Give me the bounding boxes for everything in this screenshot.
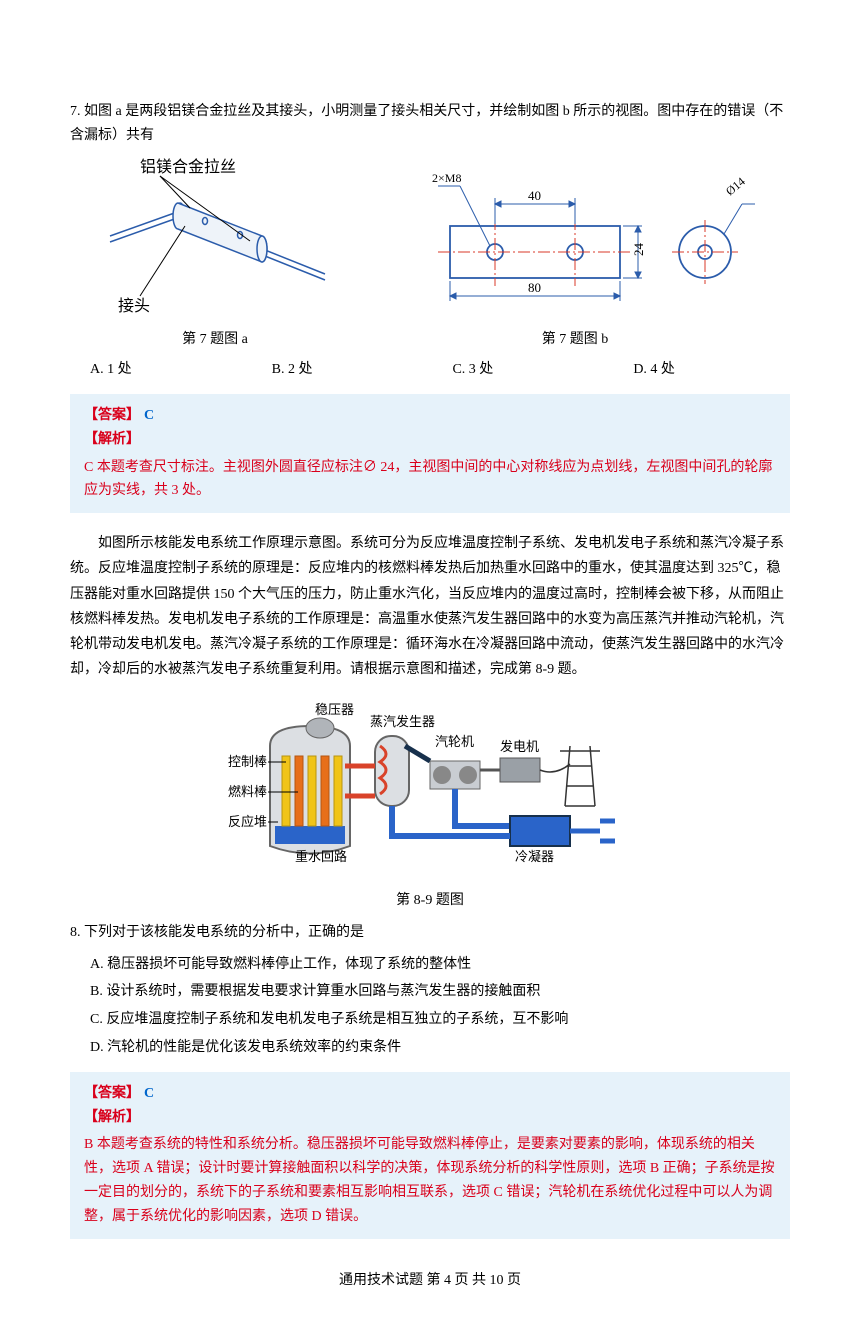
passage-text: 如图所示核能发电系统工作原理示意图。系统可分为反应堆温度控制子系统、发电机发电子… [70, 531, 790, 682]
lbl-condenser: 冷凝器 [515, 849, 554, 864]
fig-b-block: 40 2×M8 80 [390, 156, 760, 353]
fig-a-svg: 铝镁合金拉丝 接头 [100, 156, 330, 316]
lbl-controlrod: 控制棒 [228, 754, 267, 769]
dim-80: 80 [528, 280, 541, 295]
answer-letter: C [144, 408, 154, 423]
page-footer: 通用技术试题 第 4 页 共 10 页 [70, 1269, 790, 1293]
q7-opt-a: A. 1 处 [90, 358, 132, 382]
q8-opt-b: B. 设计系统时，需要根据发电要求计算重水回路与蒸汽发生器的接触面积 [90, 980, 790, 1004]
analysis-text: B 本题考查系统的特性和系统分析。稳压器损坏可能导致燃料棒停止，是要素对要素的影… [84, 1133, 776, 1228]
q8-opt-a: A. 稳压器损坏可能导致燃料棒停止工作，体现了系统的整体性 [90, 953, 790, 977]
lbl-reactor: 反应堆 [228, 814, 267, 829]
answer-letter: C [144, 1086, 154, 1101]
lbl-generator: 发电机 [500, 739, 539, 754]
lbl-turbine: 汽轮机 [435, 734, 474, 749]
fig-a-block: 铝镁合金拉丝 接头 第 7 题图 a [100, 156, 330, 353]
q7-text: 7. 如图 a 是两段铝镁合金拉丝及其接头，小明测量了接头相关尺寸，并绘制如图 … [70, 100, 790, 148]
fig-a-caption: 第 7 题图 a [100, 328, 330, 352]
q7-answer-box: 【答案】 C 【解析】 C 本题考查尺寸标注。主视图外圆直径应标注∅ 24，主视图… [70, 394, 790, 513]
q7-figures: 铝镁合金拉丝 接头 第 7 题图 a [70, 156, 790, 353]
fig89-caption: 第 8-9 题图 [70, 889, 790, 913]
q8-number: 8. [70, 925, 81, 940]
dim-40: 40 [528, 188, 541, 203]
q8-body: 下列对于该核能发电系统的分析中，正确的是 [84, 925, 364, 940]
dim-2m8: 2×M8 [432, 171, 461, 185]
q7-body: 如图 a 是两段铝镁合金拉丝及其接头，小明测量了接头相关尺寸，并绘制如图 b 所… [70, 104, 783, 143]
dim-phi14: Ø14 [723, 174, 748, 198]
fig-b-caption: 第 7 题图 b [390, 328, 760, 352]
q8-opt-d: D. 汽轮机的性能是优化该发电系统效率的约束条件 [90, 1036, 790, 1060]
q7-options: A. 1 处 B. 2 处 C. 3 处 D. 4 处 [70, 358, 790, 382]
q8-answer-box: 【答案】 C 【解析】 B 本题考查系统的特性和系统分析。稳压器损坏可能导致燃料棒… [70, 1072, 790, 1239]
fig89-block: 稳压器 蒸汽发生器 汽轮机 发电机 控制棒 燃料棒 反应堆 重水回路 冷凝器 第… [70, 696, 790, 913]
analysis-label: 【解析】 [84, 428, 776, 452]
q7-opt-b: B. 2 处 [272, 358, 313, 382]
lbl-fuelrod: 燃料棒 [228, 784, 267, 799]
analysis-text: C 本题考查尺寸标注。主视图外圆直径应标注∅ 24，主视图中间的中心对称线应为点… [84, 456, 776, 504]
q8-opt-c: C. 反应堆温度控制子系统和发电机发电子系统是相互独立的子系统，互不影响 [90, 1008, 790, 1032]
label-wire: 铝镁合金拉丝 [140, 158, 236, 176]
lbl-waterloop: 重水回路 [295, 849, 347, 864]
q8-options: A. 稳压器损坏可能导致燃料棒停止工作，体现了系统的整体性 B. 设计系统时，需… [70, 953, 790, 1060]
label-joint: 接头 [118, 297, 150, 315]
dim-24: 24 [631, 242, 646, 256]
q7-opt-c: C. 3 处 [452, 358, 493, 382]
answer-label: 【答案】 [84, 408, 140, 423]
lbl-steamgen: 蒸汽发生器 [370, 714, 435, 729]
answer-label: 【答案】 [84, 1086, 140, 1101]
fig-b-svg: 40 2×M8 80 [390, 156, 760, 316]
q7-number: 7. [70, 104, 81, 119]
q7-opt-d: D. 4 处 [633, 358, 675, 382]
lbl-stabilizer: 稳压器 [315, 702, 354, 717]
analysis-label: 【解析】 [84, 1106, 776, 1130]
q8-text: 8. 下列对于该核能发电系统的分析中，正确的是 [70, 921, 790, 945]
fig89-svg: 稳压器 蒸汽发生器 汽轮机 发电机 控制棒 燃料棒 反应堆 重水回路 冷凝器 [220, 696, 640, 876]
